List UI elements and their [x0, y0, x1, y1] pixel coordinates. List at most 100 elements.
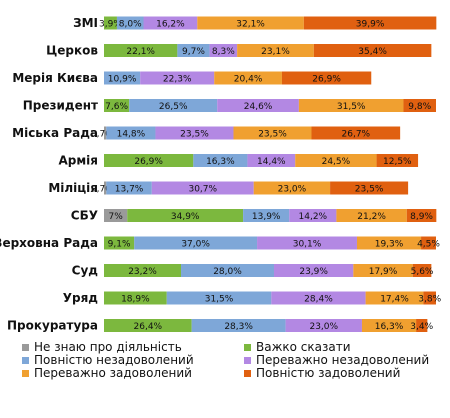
data-label: 9,1%: [108, 240, 131, 250]
bar-segment: [155, 126, 234, 140]
legend-item: Повністю задоволений: [244, 366, 400, 380]
bar-segment: [106, 181, 152, 195]
data-label: 14,2%: [299, 212, 328, 222]
data-label: 28,3%: [224, 322, 253, 332]
bar-segment: [191, 319, 286, 332]
data-label: 23,0%: [278, 185, 307, 195]
data-label: 26,5%: [159, 102, 188, 112]
bar-segment: [365, 291, 424, 305]
bar-segment: [271, 291, 366, 305]
bar-segment: [311, 126, 401, 140]
data-label: 14,8%: [117, 130, 146, 140]
data-label: 19,3%: [375, 240, 404, 250]
data-label: 16,3%: [375, 322, 404, 332]
category-label: Верховна Рада: [0, 236, 98, 250]
data-label: 3,9%: [99, 20, 122, 30]
bar-segment: [376, 154, 419, 167]
bar-segment: [127, 209, 244, 222]
data-label: 23,5%: [355, 185, 384, 195]
chart-legend: Не знаю про діяльність Важко сказати Повні…: [22, 340, 450, 418]
data-label: 23,1%: [261, 47, 290, 57]
data-label: 20,4%: [234, 75, 263, 85]
bar-segment: [177, 44, 210, 57]
category-label: Суд: [72, 264, 99, 278]
legend-item: Повністю незадоволений: [22, 353, 194, 367]
bar-segment: [298, 99, 404, 112]
bar-segment: [151, 181, 254, 195]
bar-segment: [237, 44, 314, 57]
bar-segment: [193, 154, 248, 167]
bar-segment: [217, 99, 299, 112]
data-label: 30,1%: [293, 240, 322, 250]
legend-item: Переважно незадоволений: [244, 353, 429, 367]
bar-segment: [257, 236, 357, 250]
legend-item: Переважно задоволений: [22, 366, 192, 380]
category-label: Міліція: [48, 181, 98, 195]
data-label: 26,7%: [342, 130, 371, 140]
bar-segment: [403, 99, 436, 112]
bar-segment: [247, 154, 296, 167]
bar-segment: [353, 264, 413, 277]
legend-swatch: [22, 343, 29, 351]
bar-segment: [243, 209, 290, 222]
bar-segment: [421, 236, 436, 250]
bar-segment: [423, 291, 436, 305]
bar-segment: [104, 209, 128, 222]
data-label: 7%: [108, 212, 123, 222]
bar-segment: [313, 44, 432, 57]
category-label: Президент: [23, 99, 98, 113]
data-label: 14,4%: [257, 157, 286, 167]
data-label: 37,0%: [181, 240, 210, 250]
data-label: 8,0%: [119, 20, 142, 30]
legend-label: Повністю задоволений: [256, 366, 401, 380]
data-label: 31,5%: [337, 102, 366, 112]
bar-segment: [197, 16, 304, 30]
data-label: 5,6%: [411, 267, 434, 277]
data-label: 3,4%: [410, 322, 433, 332]
data-label: 28,4%: [304, 295, 333, 305]
data-label: 24,5%: [322, 157, 351, 167]
bar-segment: [104, 264, 182, 277]
bar-segment: [104, 181, 107, 195]
bar-segment: [209, 44, 238, 57]
bar-segment: [104, 154, 194, 167]
data-label: 26,9%: [312, 75, 341, 85]
data-label: 22,1%: [126, 47, 155, 57]
legend-swatch: [22, 369, 29, 377]
bar-segment: [134, 236, 258, 250]
bar-segment: [295, 154, 377, 167]
bar-segment: [104, 126, 107, 140]
bar-segment: [253, 181, 331, 195]
data-label: 3,8%: [418, 295, 441, 305]
bar-segment: [166, 291, 272, 305]
data-label: 18,9%: [121, 295, 150, 305]
data-label: 0,70%: [91, 185, 120, 195]
bar-segment: [106, 126, 156, 140]
data-label: 21,2%: [357, 212, 386, 222]
bar-segment: [143, 16, 198, 30]
bar-segment: [104, 44, 178, 57]
data-label: 10,9%: [108, 75, 137, 85]
category-label: Церков: [46, 44, 98, 58]
data-label: 23,2%: [128, 267, 157, 277]
bar-segment: [273, 264, 354, 277]
data-label: 9,8%: [408, 102, 431, 112]
legend-label: Важко сказати: [256, 340, 351, 354]
data-label: 9,7%: [182, 47, 205, 57]
bar-segment: [233, 126, 312, 140]
legend-item: Не знаю про діяльність: [22, 340, 182, 354]
data-label: 22,3%: [163, 75, 192, 85]
data-label: 31,5%: [205, 295, 234, 305]
category-label: ЗМІ: [73, 16, 98, 30]
data-label: 23,5%: [258, 130, 287, 140]
bar-segment: [140, 71, 215, 85]
data-label: 16,2%: [156, 20, 185, 30]
data-label: 39,9%: [356, 20, 385, 30]
bar-segment: [116, 16, 144, 30]
bar-segment: [104, 236, 135, 250]
bar-segment: [356, 236, 422, 250]
bar-segment: [181, 264, 274, 277]
data-label: 32,1%: [236, 20, 265, 30]
data-label: 23,0%: [309, 322, 338, 332]
bar-segment: [361, 319, 417, 332]
